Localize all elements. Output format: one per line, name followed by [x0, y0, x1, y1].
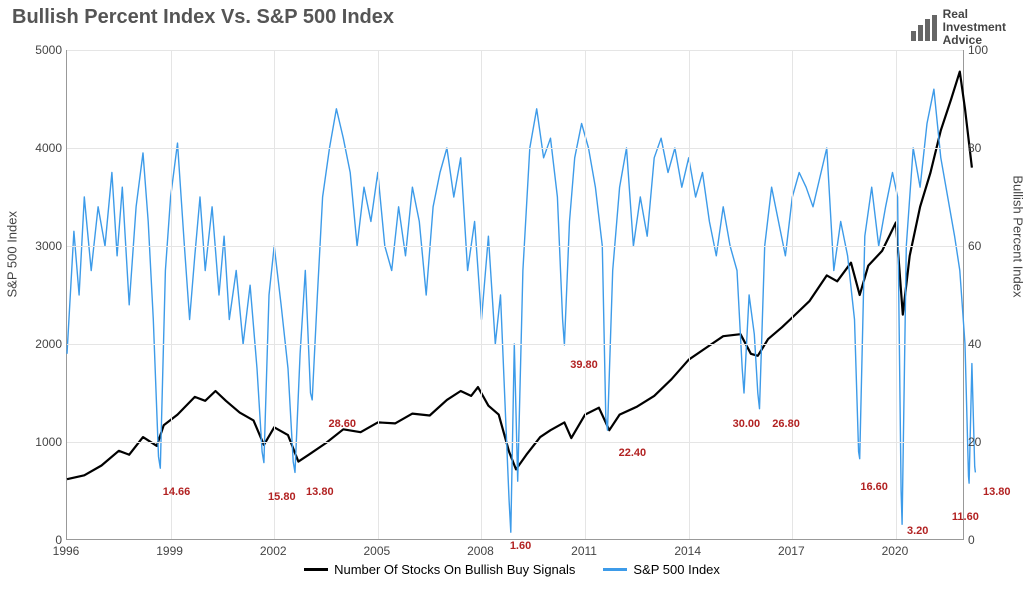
- x-tick: 2005: [363, 544, 390, 558]
- y-left-axis-title: S&P 500 Index: [5, 211, 20, 298]
- annotation-label: 15.80: [268, 491, 296, 503]
- gridline-v: [689, 50, 690, 539]
- annotation-label: 1.60: [510, 540, 531, 552]
- legend-label: S&P 500 Index: [633, 562, 720, 577]
- gridline-h: [67, 442, 963, 443]
- x-tick: 2011: [571, 544, 597, 558]
- y-left-tick: 4000: [35, 141, 62, 155]
- legend-item-bullish: S&P 500 Index: [603, 562, 720, 577]
- legend-swatch: [304, 568, 328, 571]
- x-tick: 2017: [778, 544, 805, 558]
- gridline-v: [481, 50, 482, 539]
- gridline-v: [585, 50, 586, 539]
- logo-bars-icon: [911, 15, 937, 41]
- gridline-h: [67, 148, 963, 149]
- gridline-v: [896, 50, 897, 539]
- y-right-tick: 20: [968, 435, 981, 449]
- y-right-tick: 40: [968, 337, 981, 351]
- chart-svg: [67, 50, 963, 539]
- annotation-label: 13.80: [306, 486, 334, 498]
- gridline-v: [792, 50, 793, 539]
- y-left-tick: 5000: [35, 43, 62, 57]
- x-tick: 1996: [53, 544, 80, 558]
- annotation-label: 39.80: [570, 359, 598, 371]
- y-right-tick: 100: [968, 43, 988, 57]
- gridline-h: [67, 344, 963, 345]
- legend-swatch: [603, 568, 627, 571]
- y-right-tick: 60: [968, 239, 981, 253]
- annotation-label: 14.66: [163, 486, 191, 498]
- plot-area: [66, 50, 964, 540]
- series-line: [67, 89, 975, 532]
- annotation-label: 30.00: [733, 418, 761, 430]
- x-tick: 1999: [156, 544, 183, 558]
- y-left-tick: 3000: [35, 239, 62, 253]
- chart-title: Bullish Percent Index Vs. S&P 500 Index: [12, 6, 394, 29]
- x-tick: 2014: [674, 544, 701, 558]
- x-tick: 2008: [467, 544, 494, 558]
- annotation-label: 28.60: [328, 418, 356, 430]
- brand-logo: Real Investment Advice: [911, 8, 1006, 48]
- annotation-label: 11.60: [952, 511, 979, 523]
- y-right-tick: 80: [968, 141, 981, 155]
- y-right-tick: 0: [968, 533, 975, 547]
- x-tick: 2020: [882, 544, 909, 558]
- x-tick: 2002: [260, 544, 287, 558]
- y-left-tick: 1000: [35, 435, 62, 449]
- logo-text: Real Investment Advice: [943, 8, 1006, 48]
- legend-label: Number Of Stocks On Bullish Buy Signals: [334, 562, 575, 577]
- annotation-label: 13.80: [983, 486, 1011, 498]
- gridline-h: [67, 246, 963, 247]
- chart-legend: Number Of Stocks On Bullish Buy Signals …: [0, 562, 1024, 577]
- annotation-label: 3.20: [907, 525, 928, 537]
- chart-container: Bullish Percent Index Vs. S&P 500 Index …: [0, 0, 1024, 589]
- annotation-label: 26.80: [772, 418, 800, 430]
- annotation-label: 22.40: [619, 447, 647, 459]
- gridline-v: [378, 50, 379, 539]
- gridline-h: [67, 50, 963, 51]
- gridline-v: [171, 50, 172, 539]
- legend-item-sp500: Number Of Stocks On Bullish Buy Signals: [304, 562, 575, 577]
- y-right-axis-title: Bullish Percent Index: [1011, 175, 1024, 297]
- y-left-tick: 2000: [35, 337, 62, 351]
- annotation-label: 16.60: [860, 481, 888, 493]
- gridline-v: [274, 50, 275, 539]
